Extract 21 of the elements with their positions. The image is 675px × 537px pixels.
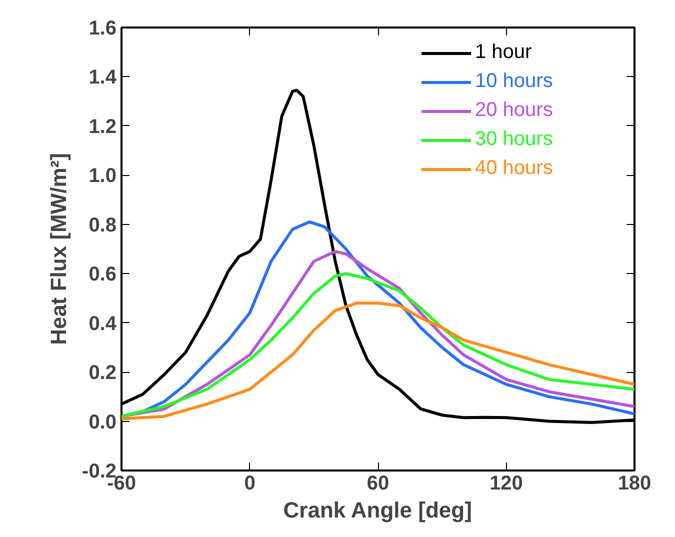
legend-label: 20 hours — [475, 99, 553, 122]
y-axis-title: Heat Flux [MW/m²] — [46, 153, 72, 345]
legend-label: 1 hour — [475, 41, 532, 64]
legend-label: 40 hours — [475, 157, 553, 180]
x-tick-label: 120 — [490, 472, 523, 494]
y-tick-label: 0.8 — [88, 214, 117, 236]
x-tick-label: 0 — [244, 472, 256, 494]
y-tick-label: 0.6 — [88, 264, 117, 286]
line-series — [122, 302, 634, 420]
x-axis-title: Crank Angle [deg] — [283, 498, 472, 522]
y-tick-label: 0.4 — [88, 312, 118, 335]
y-tick-label: 1.2 — [88, 116, 117, 138]
y-tick-label: 0.2 — [88, 362, 117, 384]
legend-label: 30 hours — [475, 128, 553, 151]
y-tick-label: 1.6 — [88, 18, 117, 40]
x-tick-label: 60 — [366, 472, 390, 494]
y-tick-label: 0.0 — [88, 411, 117, 434]
legend-label: 10 hours — [475, 70, 553, 93]
y-tick-label: 1.0 — [88, 165, 117, 188]
y-tick-label: 1.4 — [88, 66, 118, 89]
x-tick-label: 180 — [618, 472, 652, 494]
